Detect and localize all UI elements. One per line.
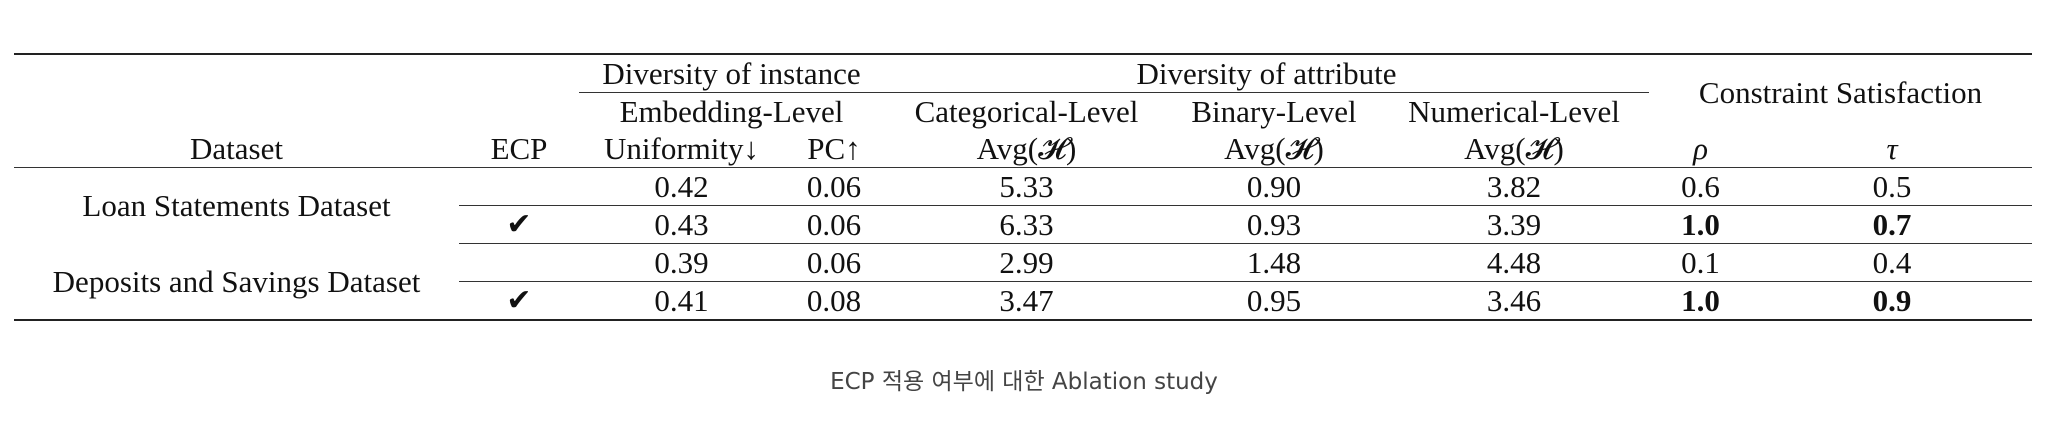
ablation-table: Diversity of instance Diversity of attri…	[14, 53, 2033, 321]
ecp-check-cell: ✔	[459, 205, 579, 244]
tau-cell: 0.7	[1752, 205, 2033, 244]
column-header-ecp: ECP	[459, 130, 579, 168]
header-blank	[14, 93, 459, 131]
group-header-instance: Diversity of instance	[579, 53, 885, 93]
header-row-1: Diversity of instance Diversity of attri…	[14, 53, 2033, 130]
table-row: Loan Statements Dataset 0.42 0.06 5.33 0…	[14, 167, 2033, 223]
binary-cell: 0.93	[1169, 205, 1380, 244]
table-row: ✔ 0.43 0.06 6.33 0.93 3.39 1.0 0.7	[14, 205, 2033, 244]
numerical-cell: 3.39	[1379, 205, 1650, 244]
sub-header-binary: Binary-Level	[1191, 94, 1357, 129]
ecp-check-cell	[459, 167, 579, 206]
tau-cell: 0.9	[1752, 281, 2033, 321]
categorical-cell: 5.33	[884, 167, 1170, 206]
rho-cell: 0.1	[1649, 243, 1753, 282]
tau-cell: 0.5	[1752, 167, 2033, 206]
binary-cell: 0.95	[1169, 281, 1380, 321]
categorical-cell: 2.99	[884, 243, 1170, 282]
column-header-uniformity: Uniformity↓	[579, 130, 784, 168]
column-header-categorical-avg: Avg(𝓗)	[884, 130, 1170, 168]
sub-header-numerical: Numerical-Level	[1408, 94, 1620, 129]
uniformity-cell: 0.41	[579, 281, 784, 321]
table-row: Deposits and Savings Dataset 0.39 0.06 2…	[14, 243, 2033, 321]
sub-header-categorical: Categorical-Level	[914, 94, 1139, 129]
numerical-cell: 3.82	[1379, 167, 1650, 206]
header-blank	[459, 53, 579, 93]
column-header-pc: PC↑	[784, 130, 885, 168]
table-caption: ECP 적용 여부에 대한 Ablation study	[830, 369, 1218, 395]
header-blank	[14, 53, 459, 93]
rho-cell: 1.0	[1649, 205, 1753, 244]
pc-cell: 0.06	[784, 167, 885, 206]
dataset-name: Deposits and Savings Dataset	[14, 243, 459, 321]
binary-cell: 1.48	[1169, 243, 1380, 282]
header-row-2: Embedding-Level Categorical-Level Binary…	[14, 93, 2032, 131]
uniformity-cell: 0.42	[579, 167, 784, 206]
tau-cell: 0.4	[1752, 243, 2033, 282]
numerical-cell: 3.46	[1379, 281, 1650, 321]
sub-header-embedding: Embedding-Level	[619, 94, 844, 129]
uniformity-cell: 0.39	[579, 243, 784, 282]
group-header-attribute: Diversity of attribute	[884, 53, 1650, 93]
column-header-tau: τ	[1752, 130, 2033, 168]
pc-cell: 0.06	[784, 205, 885, 244]
categorical-cell: 6.33	[884, 205, 1170, 244]
column-header-dataset: Dataset	[14, 130, 459, 168]
ecp-check-cell: ✔	[459, 281, 579, 321]
header-blank	[459, 93, 579, 131]
header-row-3: Dataset ECP Uniformity↓ PC↑ Avg(𝓗) Avg(𝓗…	[14, 130, 2033, 168]
rho-cell: 0.6	[1649, 167, 1753, 206]
binary-cell: 0.90	[1169, 167, 1380, 206]
pc-cell: 0.06	[784, 243, 885, 282]
numerical-cell: 4.48	[1379, 243, 1650, 282]
column-header-numerical-avg: Avg(𝓗)	[1379, 130, 1650, 168]
column-header-binary-avg: Avg(𝓗)	[1169, 130, 1380, 168]
uniformity-cell: 0.43	[579, 205, 784, 244]
column-header-rho: ρ	[1649, 130, 1753, 168]
table-row: ✔ 0.41 0.08 3.47 0.95 3.46 1.0 0.9	[14, 281, 2033, 321]
rho-cell: 1.0	[1649, 281, 1753, 321]
ecp-check-cell	[459, 243, 579, 282]
group-header-constraint: Constraint Satisfaction	[1649, 53, 2033, 130]
categorical-cell: 3.47	[884, 281, 1170, 321]
pc-cell: 0.08	[784, 281, 885, 321]
ablation-table-container: Diversity of instance Diversity of attri…	[14, 53, 2033, 321]
dataset-name: Loan Statements Dataset	[82, 188, 391, 224]
